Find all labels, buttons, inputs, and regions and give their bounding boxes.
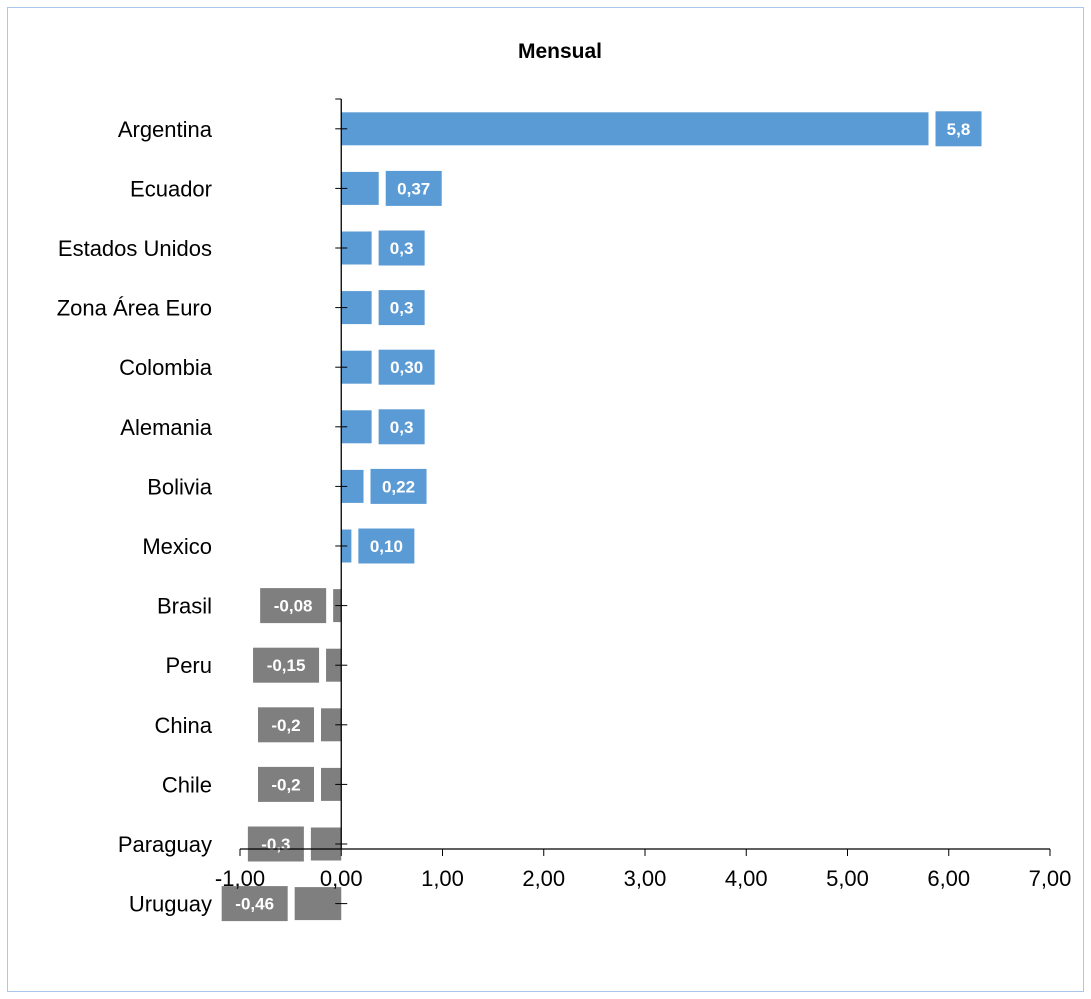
data-label-box bbox=[378, 409, 425, 445]
bar bbox=[321, 708, 342, 742]
data-label: 0,3 bbox=[390, 418, 414, 437]
bar bbox=[341, 112, 929, 146]
x-tick-label: -1,00 bbox=[215, 866, 265, 891]
data-label-box bbox=[935, 111, 982, 147]
x-tick-label: 5,00 bbox=[826, 866, 869, 891]
data-label-box bbox=[221, 886, 288, 922]
bar bbox=[341, 171, 379, 205]
data-label-box bbox=[258, 707, 314, 743]
chart-frame bbox=[7, 7, 1084, 992]
data-label: 5,8 bbox=[947, 120, 971, 139]
x-tick-label: 4,00 bbox=[725, 866, 768, 891]
data-label-box bbox=[258, 766, 314, 802]
bar bbox=[326, 648, 342, 682]
x-tick-label: 0,00 bbox=[320, 866, 363, 891]
data-label-box bbox=[378, 230, 425, 266]
data-label-box bbox=[370, 468, 427, 504]
x-tick-label: 7,00 bbox=[1029, 866, 1072, 891]
data-label: -0,2 bbox=[271, 716, 300, 735]
data-label: 0,37 bbox=[397, 179, 430, 198]
data-label: -0,2 bbox=[271, 775, 300, 794]
data-label: 0,10 bbox=[370, 537, 403, 556]
data-label: -0,3 bbox=[261, 835, 290, 854]
category-label: Estados Unidos bbox=[58, 236, 212, 261]
x-tick-label: 3,00 bbox=[624, 866, 667, 891]
category-label: Colombia bbox=[119, 355, 213, 380]
x-tick-label: 2,00 bbox=[522, 866, 565, 891]
data-label-box bbox=[378, 349, 435, 385]
data-label: 0,30 bbox=[390, 358, 423, 377]
data-label-box bbox=[247, 826, 304, 862]
data-label: 0,3 bbox=[390, 299, 414, 318]
category-label: Alemania bbox=[120, 415, 212, 440]
category-label: China bbox=[155, 713, 213, 738]
data-label: 0,22 bbox=[382, 477, 415, 496]
category-label: Mexico bbox=[142, 534, 212, 559]
data-label-box bbox=[253, 647, 320, 683]
category-label: Paraguay bbox=[118, 832, 212, 857]
data-label: 0,3 bbox=[390, 239, 414, 258]
bar bbox=[341, 469, 364, 503]
data-label: -0,15 bbox=[267, 656, 306, 675]
chart-title: Mensual bbox=[518, 40, 602, 63]
category-label: Zona Área Euro bbox=[57, 296, 212, 321]
data-label-box bbox=[385, 170, 442, 206]
category-label: Bolivia bbox=[147, 474, 213, 499]
data-label-box bbox=[378, 290, 425, 326]
category-label: Ecuador bbox=[130, 176, 212, 201]
category-label: Brasil bbox=[157, 594, 212, 619]
data-label: -0,08 bbox=[274, 597, 313, 616]
data-label-box bbox=[358, 528, 415, 564]
bar bbox=[321, 767, 342, 801]
bar bbox=[294, 887, 342, 921]
data-label-box bbox=[260, 588, 327, 624]
x-tick-label: 6,00 bbox=[927, 866, 970, 891]
category-label: Uruguay bbox=[129, 892, 212, 917]
x-tick-label: 1,00 bbox=[421, 866, 464, 891]
category-label: Peru bbox=[166, 653, 212, 678]
category-label: Chile bbox=[162, 772, 212, 797]
data-label: -0,46 bbox=[235, 895, 274, 914]
category-label: Argentina bbox=[118, 117, 213, 142]
